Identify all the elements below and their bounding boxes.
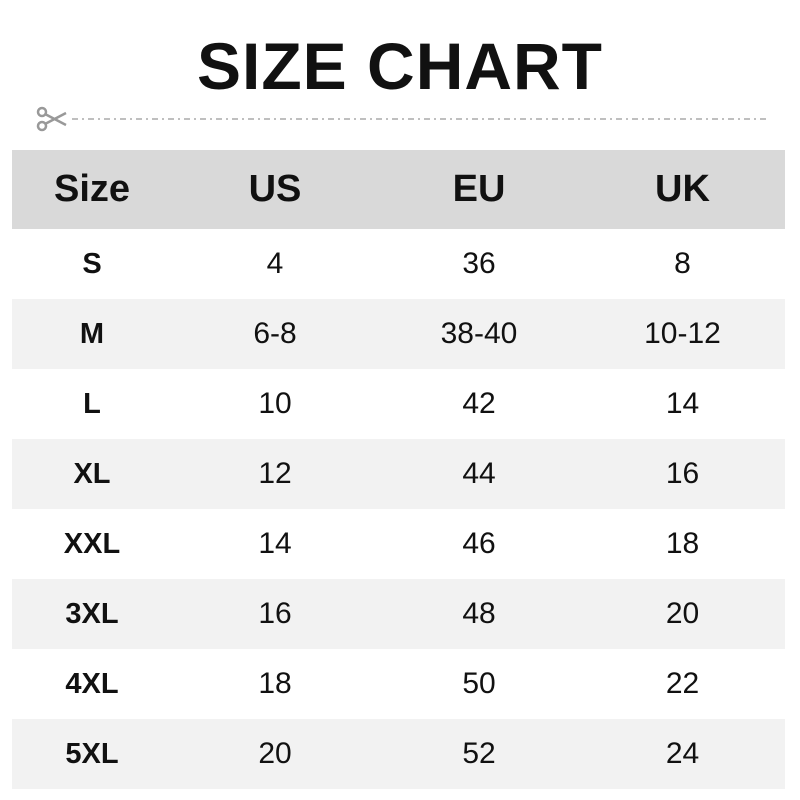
cell-uk: 22 [665,667,700,700]
cell-eu: 48 [462,597,496,630]
header-uk: UK [655,168,710,210]
cell-eu: 36 [462,247,496,280]
table-row: 4XL 18 50 22 [12,649,785,719]
cell-us: 12 [258,457,292,490]
cell-uk: 20 [665,597,700,630]
cell-uk: 16 [665,457,700,490]
cell-size: S [82,247,102,280]
scissors-icon [36,106,67,132]
header-us: US [248,168,302,210]
cell-us: 18 [258,667,292,700]
cell-size: XL [73,457,111,490]
cell-eu: 52 [462,737,496,770]
size-table: Size US EU UK S 4 36 8 M 6-8 38-40 10-12 L 10 42 14… [12,150,785,789]
cell-eu: 46 [462,527,496,560]
cell-uk: 8 [674,247,691,280]
cell-size: 5XL [65,737,119,770]
cell-uk: 10-12 [644,317,721,350]
cell-size: 4XL [65,667,119,700]
cell-eu: 38-40 [440,317,518,350]
header-eu: EU [452,168,506,210]
cell-size: M [79,317,105,350]
table-row: XXL 14 46 18 [12,509,785,579]
cell-us: 6-8 [253,317,297,350]
cell-eu: 44 [462,457,496,490]
cell-us: 14 [258,527,292,560]
cell-us: 4 [266,247,284,280]
table-row: M 6-8 38-40 10-12 [12,299,785,369]
cell-uk: 18 [665,527,700,560]
page-title: SIZE CHART [197,29,603,103]
table-row: 3XL 16 48 20 [12,579,785,649]
table-row: 5XL 20 52 24 [12,719,785,789]
cell-uk: 14 [665,387,700,420]
cell-size: XXL [63,527,121,560]
table-row: L 10 42 14 [12,369,785,439]
cell-size: 3XL [65,597,119,630]
cut-line [36,106,768,132]
cell-us: 10 [258,387,292,420]
cell-us: 16 [258,597,292,630]
cell-eu: 50 [462,667,496,700]
table-row: S 4 36 8 [12,229,785,299]
cell-size: L [83,387,101,420]
cell-uk: 24 [665,737,700,770]
table-row: XL 12 44 16 [12,439,785,509]
table-header: Size US EU UK [12,150,785,229]
header-size: Size [53,168,131,210]
cell-eu: 42 [462,387,496,420]
cell-us: 20 [258,737,292,770]
